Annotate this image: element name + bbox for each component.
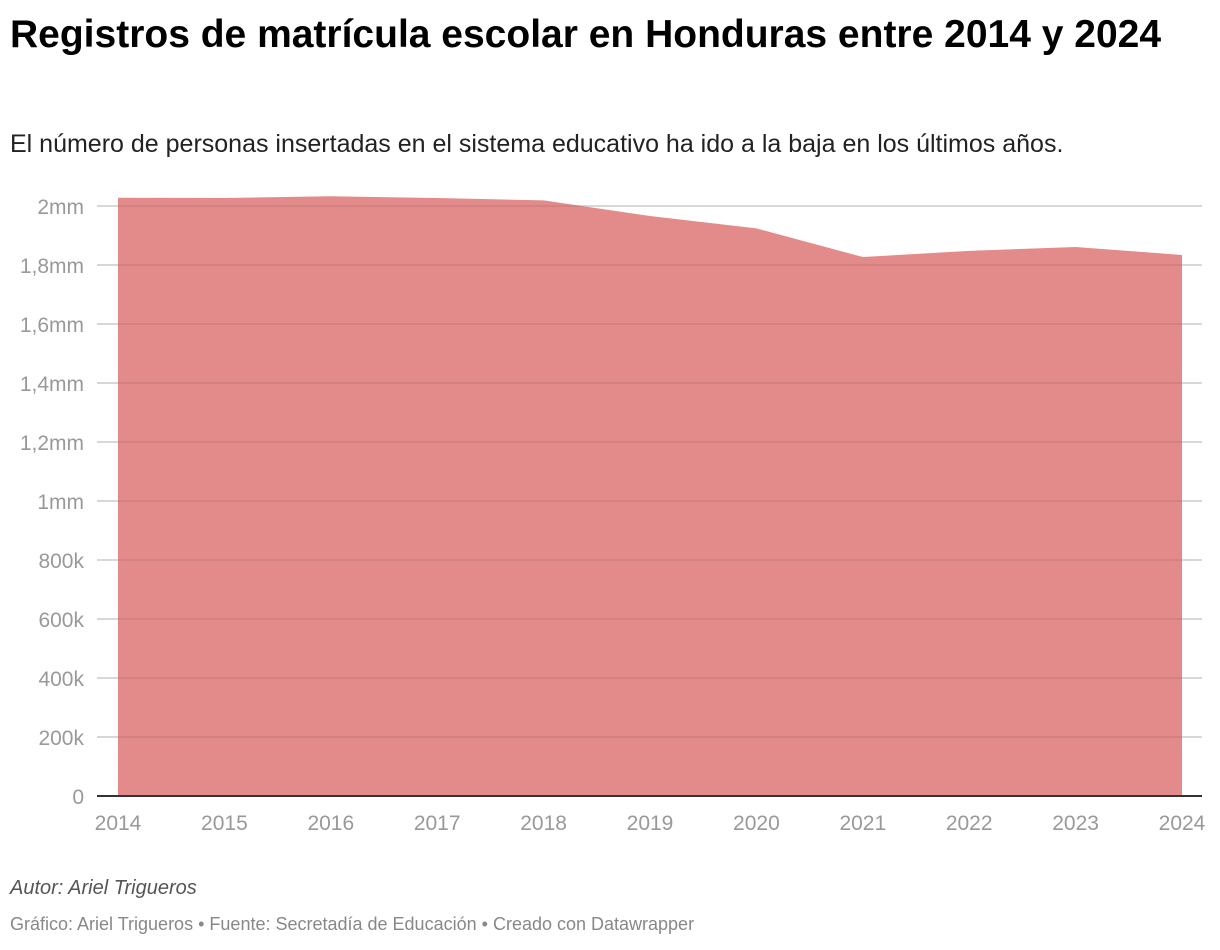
y-tick-label: 2mm <box>37 196 84 219</box>
separator: • <box>481 914 488 934</box>
y-tick-label: 800k <box>38 550 84 573</box>
x-tick-label: 2020 <box>733 812 780 835</box>
source-credit: Fuente: Secretadía de Educación <box>209 914 477 934</box>
y-tick-label: 400k <box>38 668 84 691</box>
chart-subtitle: El número de personas insertadas en el s… <box>10 130 1064 158</box>
x-tick-label: 2018 <box>520 812 567 835</box>
y-tick-label: 1mm <box>37 491 84 514</box>
x-tick-label: 2023 <box>1052 812 1099 835</box>
separator: • <box>198 914 205 934</box>
x-tick-label: 2015 <box>201 812 248 835</box>
x-tick-label: 2021 <box>839 812 886 835</box>
y-tick-label: 0 <box>72 786 84 809</box>
gridlines-overlay <box>97 205 1202 738</box>
x-tick-label: 2017 <box>414 812 461 835</box>
area-chart: 0 200k 400k 600k 800k 1mm 1,2mm 1,4mm 1,6mm 1,8mm… <box>20 196 1206 835</box>
y-tick-label: 1,2mm <box>20 432 84 455</box>
x-tick-label: 2024 <box>1159 812 1206 835</box>
chart-credit: Gráfico: Ariel Trigueros <box>10 914 194 934</box>
datawrapper-link[interactable]: Creado con Datawrapper <box>492 914 695 934</box>
x-tick-label: 2022 <box>946 812 993 835</box>
chart-title: Registros de matrícula escolar en Hondur… <box>10 13 1162 56</box>
x-tick-label: 2016 <box>307 812 354 835</box>
y-tick-label: 200k <box>38 727 84 750</box>
x-tick-label: 2019 <box>627 812 674 835</box>
y-tick-label: 600k <box>38 609 84 632</box>
area-series <box>118 196 1182 796</box>
y-tick-label: 1,8mm <box>20 255 84 278</box>
chart-footer: Gráfico: Ariel Trigueros • Fuente: Secre… <box>10 914 694 935</box>
x-axis-ticks: 2014 2015 2016 2017 2018 2019 2020 2021 2022 2023… <box>95 812 1206 835</box>
y-tick-label: 1,4mm <box>20 373 84 396</box>
author-note: Autor: Ariel Trigueros <box>10 877 197 899</box>
y-axis-ticks: 0 200k 400k 600k 800k 1mm 1,2mm 1,4mm 1,6mm 1,8mm… <box>20 196 85 809</box>
x-tick-label: 2014 <box>95 812 142 835</box>
y-tick-label: 1,6mm <box>20 314 84 337</box>
